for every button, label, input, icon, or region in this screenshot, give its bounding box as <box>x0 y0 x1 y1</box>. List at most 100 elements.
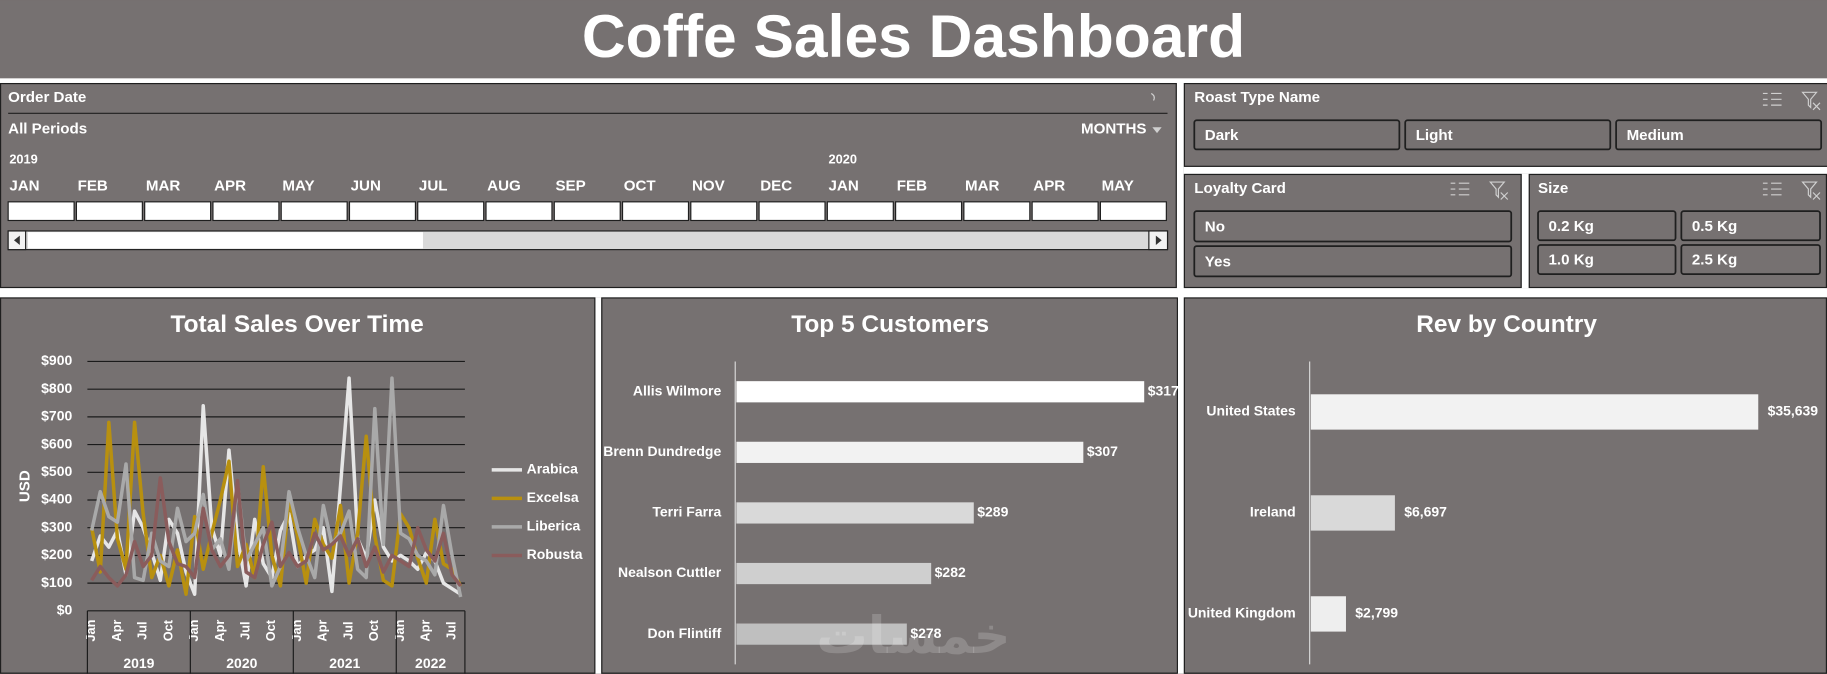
line-series <box>90 376 462 596</box>
slicer-button[interactable] <box>1537 210 1677 242</box>
y-tick-label: $100 <box>41 574 72 590</box>
timeline-year: 2020 <box>829 151 857 166</box>
slicer-item: Yes <box>1205 253 1231 270</box>
scroll-left-arrow <box>13 235 20 245</box>
timeline-cell[interactable] <box>280 201 348 222</box>
slicer-title: Size <box>1538 180 1568 197</box>
scrollbar-thumb[interactable] <box>27 232 423 249</box>
y-tick-label: $400 <box>41 491 72 507</box>
category-label: United States <box>1206 403 1295 419</box>
chart-panel <box>601 297 1178 674</box>
bar <box>736 441 1084 463</box>
timeline-cell[interactable] <box>1099 201 1167 222</box>
slicer-button[interactable] <box>1193 210 1513 243</box>
level-dropdown-arrow[interactable] <box>1152 127 1162 134</box>
timeline-cell[interactable] <box>895 201 963 222</box>
slicer-button[interactable] <box>1404 119 1612 151</box>
value-label: $289 <box>977 504 1008 520</box>
slicer-item: 2.5 Kg <box>1692 252 1737 269</box>
timeline-month: JAN <box>829 178 859 195</box>
y-tick-label: $700 <box>41 408 72 424</box>
timeline-cell[interactable] <box>212 201 280 222</box>
slicer-button[interactable] <box>1680 210 1821 242</box>
bar <box>736 623 907 645</box>
timeline-month: JUL <box>419 178 448 195</box>
separator <box>1183 166 1827 174</box>
y-tick-label: $500 <box>41 463 72 479</box>
year-label: 2022 <box>415 655 446 671</box>
timeline-month: MAY <box>282 178 314 195</box>
slicer-item: No <box>1205 218 1225 235</box>
timeline-month: SEP <box>555 178 585 195</box>
chart-title: Rev by Country <box>1416 311 1597 338</box>
timeline-cell[interactable] <box>144 201 212 222</box>
slicer-item: 0.5 Kg <box>1692 218 1737 235</box>
timeline-cell[interactable] <box>690 201 758 222</box>
multi-select-icon[interactable] <box>1762 182 1782 196</box>
bar <box>1310 495 1395 531</box>
y-tick-label: $200 <box>41 546 72 562</box>
y-tick-label: $600 <box>41 435 72 451</box>
year-label: 2021 <box>329 655 360 671</box>
slicer-button[interactable] <box>1193 245 1513 278</box>
clear-filter-icon[interactable] <box>1489 181 1509 200</box>
timeline-cell[interactable] <box>553 201 621 222</box>
value-label: $35,639 <box>1768 403 1819 419</box>
line-series <box>90 476 462 588</box>
timeline-month: FEB <box>897 178 927 195</box>
clear-filter-icon[interactable] <box>1801 91 1821 111</box>
timeline-cell[interactable] <box>75 201 143 222</box>
timeline-cell[interactable] <box>485 201 553 222</box>
timeline-cell[interactable] <box>758 201 826 222</box>
y-tick-label: $0 <box>57 602 73 618</box>
clear-icon[interactable] <box>1150 92 1155 101</box>
timeline-cell[interactable] <box>621 201 690 222</box>
timeline-month: APR <box>214 178 246 195</box>
timeline-period: All Periods <box>8 121 87 138</box>
value-label: $317 <box>1148 382 1179 398</box>
x-tick-label: Jan <box>186 619 201 641</box>
slicer-button[interactable] <box>1193 119 1401 151</box>
timeline-cell[interactable] <box>417 201 485 222</box>
timeline-month: AUG <box>487 178 521 195</box>
multi-select-icon[interactable] <box>1450 182 1470 196</box>
timeline-month: FEB <box>78 178 108 195</box>
x-tick-label: Oct <box>160 619 175 641</box>
timeline-cell[interactable] <box>826 201 894 222</box>
timeline-cell[interactable] <box>1031 201 1099 222</box>
timeline-cell[interactable] <box>7 201 75 222</box>
value-label: $307 <box>1087 443 1118 459</box>
value-label: $278 <box>910 625 941 641</box>
category-label: Nealson Cuttler <box>618 564 722 580</box>
year-label: 2019 <box>123 655 154 671</box>
x-tick-label: Apr <box>315 620 330 642</box>
category-label: Brenn Dundredge <box>603 443 721 459</box>
timeline-month: APR <box>1033 178 1065 195</box>
year-label: 2020 <box>226 655 257 671</box>
x-tick-label: Apr <box>109 620 124 642</box>
slicer-item: Light <box>1416 127 1453 144</box>
x-tick-label: Oct <box>263 619 278 641</box>
category-label: Don Flintiff <box>648 625 722 641</box>
clear-filter-icon[interactable] <box>1801 181 1821 200</box>
timeline-cell[interactable] <box>963 201 1031 222</box>
value-label: $6,697 <box>1404 504 1447 520</box>
separator <box>1521 173 1529 289</box>
bar <box>1310 394 1759 430</box>
separator <box>0 78 1827 83</box>
x-tick-label: Jan <box>289 619 304 641</box>
separator <box>595 297 602 674</box>
y-tick-label: $800 <box>41 380 72 396</box>
timeline-month: MAY <box>1102 178 1134 195</box>
separator <box>1176 82 1184 674</box>
chart-panel <box>0 297 596 674</box>
slicer-button[interactable] <box>1615 119 1823 151</box>
bar <box>1310 596 1346 632</box>
slicer-button[interactable] <box>1537 244 1677 275</box>
slicer-button[interactable] <box>1680 244 1821 275</box>
scroll-right-arrow <box>1155 235 1162 245</box>
multi-select-icon[interactable] <box>1762 92 1782 106</box>
timeline-month: OCT <box>624 178 657 195</box>
timeline-level[interactable]: MONTHS <box>1081 121 1147 138</box>
timeline-cell[interactable] <box>348 201 417 222</box>
